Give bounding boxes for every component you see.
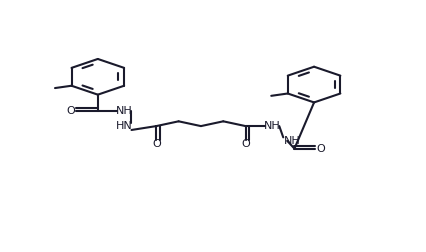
- Text: O: O: [66, 106, 75, 116]
- Text: HN: HN: [116, 121, 132, 132]
- Text: O: O: [241, 139, 250, 149]
- Text: NH: NH: [264, 121, 280, 131]
- Text: O: O: [152, 139, 161, 149]
- Text: NH: NH: [283, 136, 300, 146]
- Text: NH: NH: [116, 106, 132, 116]
- Text: O: O: [316, 144, 325, 154]
